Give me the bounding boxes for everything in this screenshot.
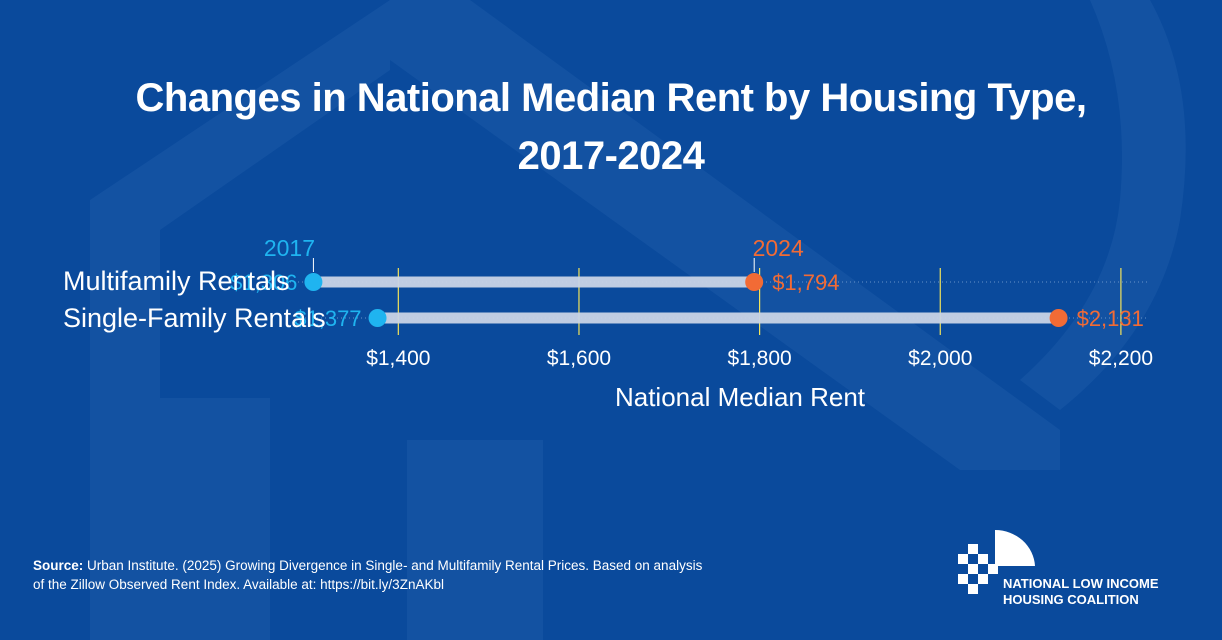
x-tick-label-1600: $1,600 <box>547 347 611 370</box>
point-2024-0 <box>745 273 764 291</box>
chart-title: Changes in National Median Rent by Housi… <box>135 76 1087 120</box>
data-points <box>304 273 1068 327</box>
logo-wordmark: NATIONAL LOW INCOME HOUSING COALITION <box>1003 576 1159 608</box>
data-labels: $1,306 $1,794 $1,377 $2,131 <box>230 270 1144 331</box>
logo-line-2: HOUSING COALITION <box>1003 592 1139 607</box>
chart-title-line-2: 2017-2024 <box>517 134 705 178</box>
point-2017-0 <box>304 273 323 291</box>
x-tick-label-1800: $1,800 <box>727 347 791 370</box>
source-line-1: Urban Institute. (2025) Growing Divergen… <box>87 558 703 573</box>
x-tick-label-1400: $1,400 <box>366 347 430 370</box>
value-label-2024-0: $1,794 <box>772 270 839 295</box>
category-label-multifamily: Multifamily Rentals <box>63 266 290 296</box>
value-label-2017-0: $1,306 <box>230 270 297 295</box>
category-label-single-family: Single-Family Rentals <box>63 303 326 333</box>
nlihc-logo-icon <box>958 530 1035 594</box>
end-year-label: 2024 <box>753 235 804 261</box>
source-line-2: of the Zillow Observed Rent Index. Avail… <box>33 577 444 592</box>
range-bars <box>313 276 1059 324</box>
x-tick-label-2200: $2,200 <box>1089 347 1153 370</box>
x-axis-ticks: $1,400 $1,600 $1,800 $2,000 $2,200 <box>366 347 1153 370</box>
point-2017-1 <box>368 309 387 327</box>
source-note: Source: Urban Institute. (2025) Growing … <box>33 556 733 594</box>
x-axis-title: National Median Rent <box>615 382 866 412</box>
logo-line-1: NATIONAL LOW INCOME <box>1003 576 1159 591</box>
value-label-2017-1: $1,377 <box>294 306 361 331</box>
point-2024-1 <box>1049 309 1068 327</box>
x-tick-label-2000: $2,000 <box>908 347 972 370</box>
start-year-label: 2017 <box>264 235 315 261</box>
source-prefix: Source: <box>33 558 84 573</box>
house-watermark <box>90 0 1186 640</box>
value-label-2024-1: $2,131 <box>1077 306 1144 331</box>
